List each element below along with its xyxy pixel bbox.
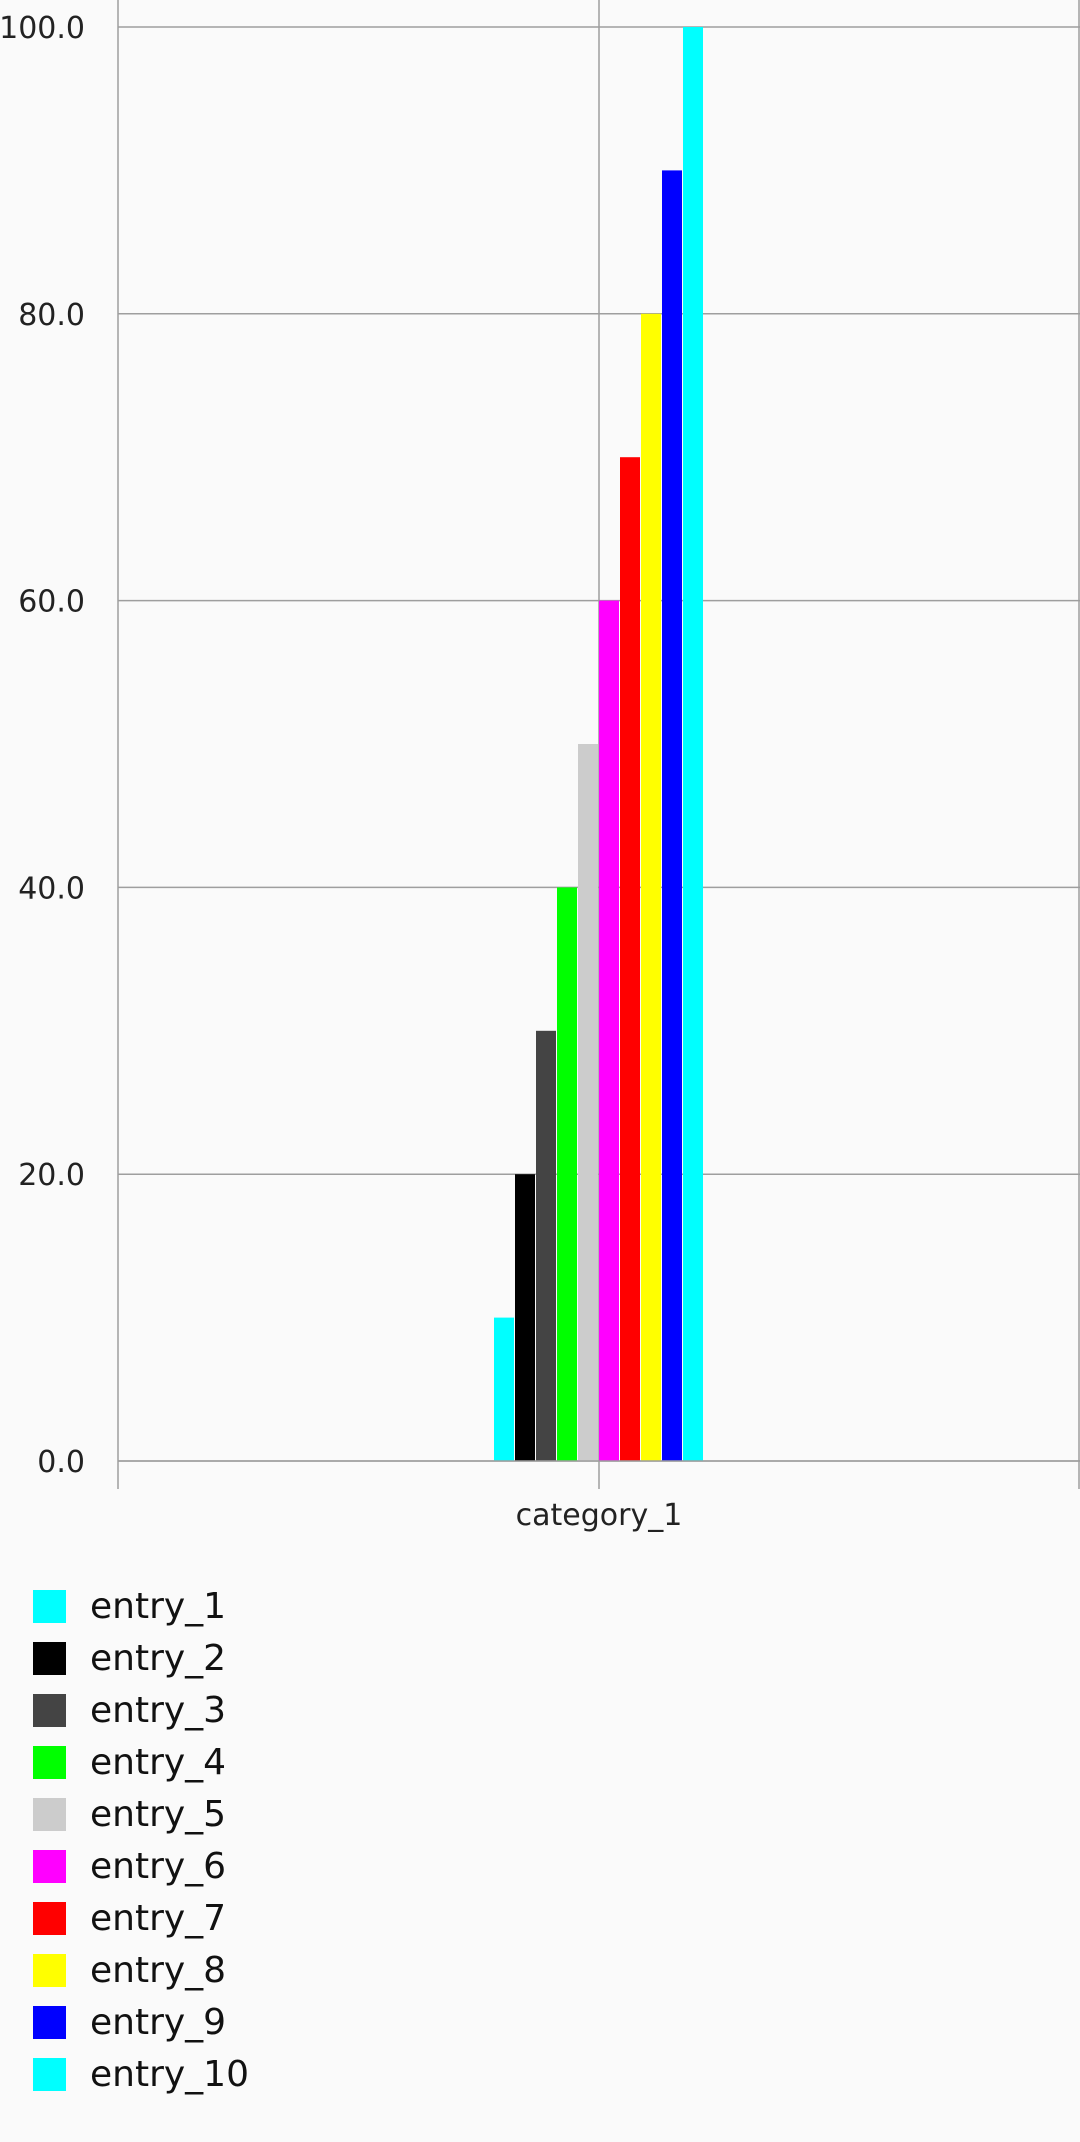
legend-item: entry_7 (33, 1892, 249, 1944)
bar-entry-7 (620, 457, 640, 1461)
legend-item: entry_10 (33, 2048, 249, 2100)
y-tick-label: 40.0 (18, 871, 85, 906)
legend-swatch (33, 1797, 66, 1831)
legend-label: entry_2 (90, 1637, 227, 1679)
legend-item: entry_2 (33, 1632, 249, 1684)
legend-label: entry_4 (90, 1741, 227, 1783)
legend-swatch (33, 1953, 66, 1987)
legend-item: entry_4 (33, 1736, 249, 1788)
legend-swatch (33, 1641, 66, 1675)
bar-entry-1 (494, 1317, 514, 1461)
legend-label: entry_1 (90, 1585, 227, 1627)
legend-item: entry_1 (33, 1580, 249, 1632)
legend-label: entry_9 (90, 2001, 227, 2043)
legend-item: entry_9 (33, 1996, 249, 2048)
y-tick-label: 60.0 (18, 585, 85, 620)
legend-swatch (33, 1589, 66, 1623)
legend-swatch (33, 2005, 66, 2039)
x-tick-label: category_1 (516, 1498, 683, 1533)
legend-swatch (33, 1849, 66, 1883)
legend-label: entry_7 (90, 1897, 227, 1939)
y-tick-label: 80.0 (18, 298, 85, 333)
legend-label: entry_8 (90, 1949, 227, 1991)
legend-label: entry_5 (90, 1793, 227, 1835)
bar-entry-6 (599, 600, 619, 1461)
legend-item: entry_3 (33, 1684, 249, 1736)
legend-label: entry_3 (90, 1689, 227, 1731)
legend-item: entry_8 (33, 1944, 249, 1996)
legend-swatch (33, 1901, 66, 1935)
bar-entry-8 (641, 313, 661, 1461)
y-tick-label: 100.0 (0, 11, 85, 46)
legend-swatch (33, 1745, 66, 1779)
bars (494, 27, 703, 1461)
legend-label: entry_6 (90, 1845, 227, 1887)
bar-entry-5 (578, 744, 598, 1461)
y-tick-label: 20.0 (18, 1158, 85, 1193)
y-tick-label: 0.0 (37, 1445, 85, 1480)
tick-labels: 0.0 20.0 40.0 60.0 80.0 100.0 category_1 (0, 11, 682, 1533)
legend-swatch (33, 2057, 66, 2091)
bar-entry-3 (536, 1030, 556, 1461)
axes (117, 0, 1080, 1489)
legend-item: entry_6 (33, 1840, 249, 1892)
bar-entry-10 (683, 27, 703, 1461)
bar-entry-2 (515, 1174, 535, 1461)
legend-label: entry_10 (90, 2053, 249, 2095)
legend-item: entry_5 (33, 1788, 249, 1840)
bar-entry-9 (662, 170, 682, 1461)
legend-swatch (33, 1693, 66, 1727)
bar-entry-4 (557, 887, 577, 1461)
bar-chart: 0.0 20.0 40.0 60.0 80.0 100.0 category_1 (0, 0, 1080, 1533)
